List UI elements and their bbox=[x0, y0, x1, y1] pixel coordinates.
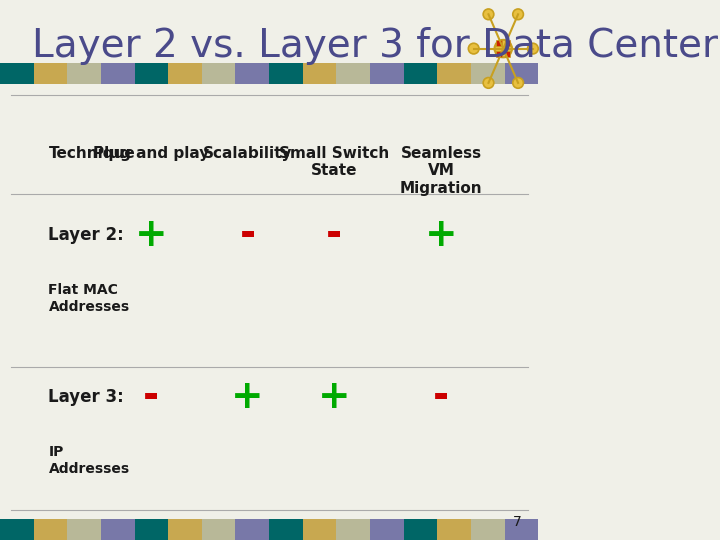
Text: -: - bbox=[325, 216, 342, 254]
Circle shape bbox=[483, 9, 494, 19]
FancyBboxPatch shape bbox=[370, 63, 404, 84]
FancyBboxPatch shape bbox=[135, 519, 168, 540]
Text: Seamless
VM
Migration: Seamless VM Migration bbox=[400, 146, 482, 195]
FancyBboxPatch shape bbox=[505, 51, 510, 57]
FancyBboxPatch shape bbox=[269, 519, 303, 540]
Text: IP
Addresses: IP Addresses bbox=[48, 446, 130, 476]
Text: 7: 7 bbox=[513, 515, 522, 529]
FancyBboxPatch shape bbox=[505, 40, 510, 46]
FancyBboxPatch shape bbox=[471, 519, 505, 540]
Text: +: + bbox=[318, 378, 350, 416]
FancyBboxPatch shape bbox=[202, 519, 235, 540]
FancyBboxPatch shape bbox=[437, 519, 471, 540]
Circle shape bbox=[528, 43, 539, 54]
Text: +: + bbox=[425, 216, 458, 254]
FancyBboxPatch shape bbox=[168, 63, 202, 84]
FancyBboxPatch shape bbox=[101, 519, 135, 540]
FancyBboxPatch shape bbox=[34, 519, 67, 540]
Text: -: - bbox=[240, 216, 256, 254]
FancyBboxPatch shape bbox=[0, 519, 34, 540]
Text: Technique: Technique bbox=[48, 146, 135, 161]
Text: Small Switch
State: Small Switch State bbox=[279, 146, 389, 178]
Text: +: + bbox=[135, 216, 167, 254]
FancyBboxPatch shape bbox=[336, 519, 370, 540]
Text: Layer 2:: Layer 2: bbox=[48, 226, 124, 244]
Circle shape bbox=[513, 9, 523, 19]
FancyBboxPatch shape bbox=[303, 63, 336, 84]
FancyBboxPatch shape bbox=[202, 63, 235, 84]
FancyBboxPatch shape bbox=[34, 63, 67, 84]
Text: Plug and play: Plug and play bbox=[93, 146, 209, 161]
FancyBboxPatch shape bbox=[404, 63, 437, 84]
Text: -: - bbox=[143, 378, 159, 416]
FancyBboxPatch shape bbox=[101, 63, 135, 84]
FancyBboxPatch shape bbox=[235, 63, 269, 84]
FancyBboxPatch shape bbox=[497, 40, 502, 46]
Circle shape bbox=[468, 43, 479, 54]
FancyBboxPatch shape bbox=[437, 63, 471, 84]
Text: -: - bbox=[433, 378, 449, 416]
FancyBboxPatch shape bbox=[303, 519, 336, 540]
FancyBboxPatch shape bbox=[505, 63, 539, 84]
FancyBboxPatch shape bbox=[168, 519, 202, 540]
FancyBboxPatch shape bbox=[497, 51, 502, 57]
FancyBboxPatch shape bbox=[269, 63, 303, 84]
FancyBboxPatch shape bbox=[370, 519, 404, 540]
Text: Layer 3:: Layer 3: bbox=[48, 388, 124, 406]
Text: Flat MAC
Addresses: Flat MAC Addresses bbox=[48, 284, 130, 314]
FancyBboxPatch shape bbox=[404, 519, 437, 540]
FancyBboxPatch shape bbox=[67, 519, 101, 540]
Circle shape bbox=[495, 40, 512, 57]
Circle shape bbox=[483, 78, 494, 88]
Circle shape bbox=[513, 78, 523, 88]
FancyBboxPatch shape bbox=[471, 63, 505, 84]
FancyBboxPatch shape bbox=[0, 63, 34, 84]
FancyBboxPatch shape bbox=[505, 519, 539, 540]
FancyBboxPatch shape bbox=[336, 63, 370, 84]
FancyBboxPatch shape bbox=[67, 63, 101, 84]
FancyBboxPatch shape bbox=[235, 519, 269, 540]
Text: +: + bbox=[231, 378, 264, 416]
FancyBboxPatch shape bbox=[135, 63, 168, 84]
Text: Scalability: Scalability bbox=[203, 146, 292, 161]
Text: Layer 2 vs. Layer 3 for Data Centers: Layer 2 vs. Layer 3 for Data Centers bbox=[32, 27, 720, 65]
